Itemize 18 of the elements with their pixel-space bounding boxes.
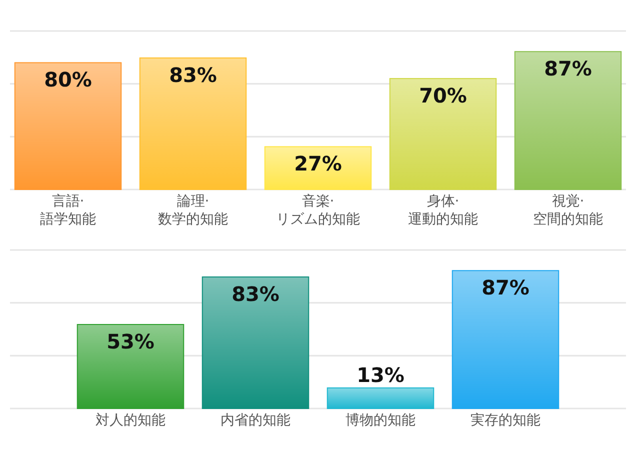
data-label: 87% <box>544 56 592 81</box>
x-tick-label: 対人的知能 <box>96 412 166 428</box>
x-tick-label: 内省的知能 <box>220 412 290 428</box>
data-label: 83% <box>232 282 280 306</box>
data-label: 27% <box>294 152 342 176</box>
x-tick-label: 論理· 数学的知能 <box>158 194 228 228</box>
data-label: 70% <box>419 84 467 108</box>
x-tick-label: 実存的知能 <box>470 412 540 428</box>
x-tick-label: 言語· 語学知能 <box>40 194 96 228</box>
x-tick-label: 視覚· 空間的知能 <box>533 194 603 228</box>
x-tick-label: 博物的知能 <box>346 412 416 428</box>
data-label: 87% <box>482 276 530 300</box>
data-label: 80% <box>44 68 92 92</box>
x-tick-label: 身体· 運動的知能 <box>408 194 478 228</box>
data-label: 53% <box>106 329 154 354</box>
data-label: 13% <box>356 362 404 387</box>
data-label: 83% <box>169 62 217 87</box>
x-tick-label: 音楽· リズム的知能 <box>276 194 360 228</box>
